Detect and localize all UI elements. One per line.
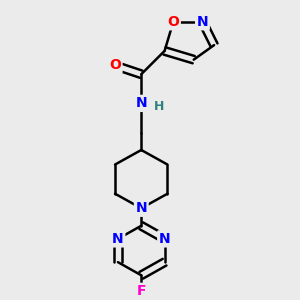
Text: O: O (109, 58, 121, 73)
Text: N: N (159, 232, 170, 246)
Text: N: N (135, 96, 147, 110)
Text: H: H (154, 100, 164, 113)
Text: N: N (112, 232, 124, 246)
Text: N: N (196, 15, 208, 29)
Text: F: F (136, 284, 146, 298)
Text: N: N (135, 201, 147, 215)
Text: O: O (167, 15, 179, 29)
